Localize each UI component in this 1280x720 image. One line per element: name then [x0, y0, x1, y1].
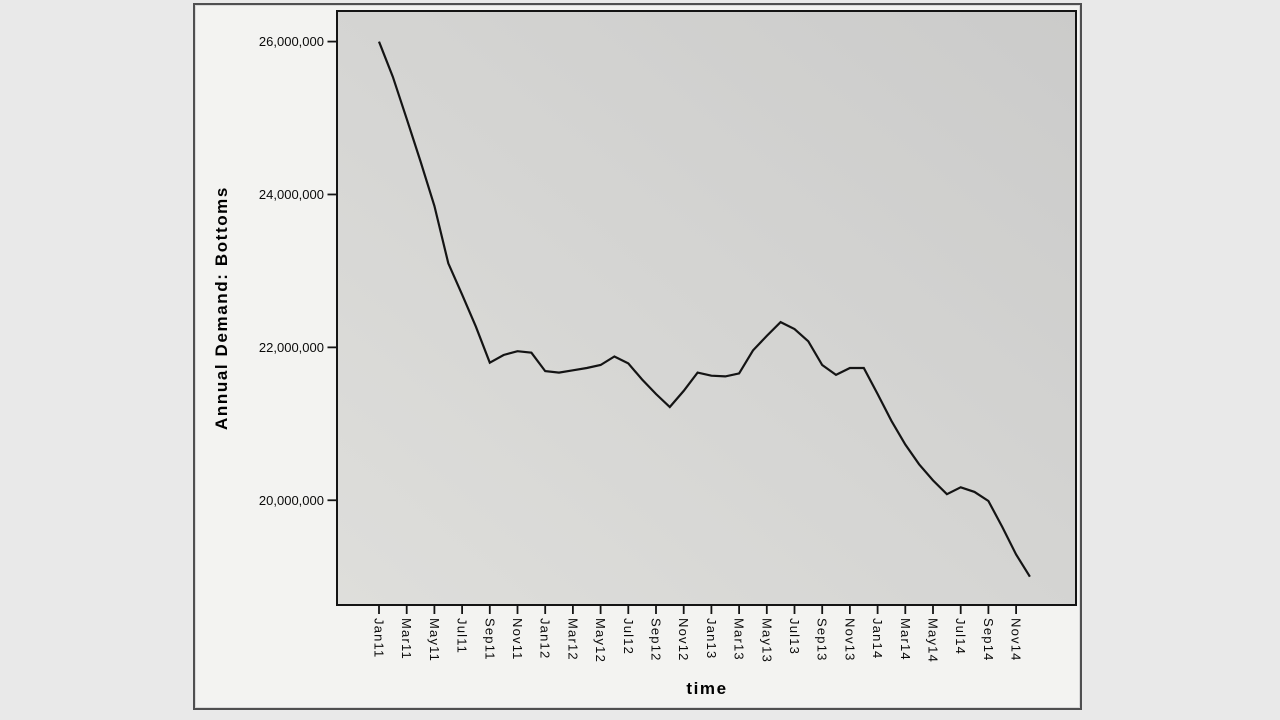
x-tick-label: Sep12 — [649, 618, 664, 662]
x-tick-label: Jul14 — [953, 618, 968, 655]
x-axis-title: time — [686, 679, 727, 698]
x-tick-label: Sep14 — [981, 618, 996, 662]
y-axis-ticks: 26,000,000 24,000,000 22,000,000 20,000,000 — [259, 34, 337, 508]
y-axis-title: Annual Demand: Bottoms — [212, 186, 231, 430]
x-tick-label: May13 — [759, 618, 774, 663]
x-tick-label: Mar14 — [898, 618, 913, 661]
demand-line — [377, 41, 1031, 578]
x-tick-label: Mar12 — [565, 618, 580, 661]
x-tick-label: Nov12 — [676, 618, 691, 662]
demand-line-chart: 26,000,000 24,000,000 22,000,000 20,000,000… — [212, 10, 1077, 698]
x-tick-label: Nov13 — [842, 618, 857, 662]
x-tick-label: Jul11 — [455, 618, 470, 654]
x-tick-label: Jan13 — [704, 618, 719, 659]
x-tick-label: Mar13 — [732, 618, 747, 661]
x-tick-label: Nov14 — [1009, 618, 1024, 662]
x-tick-label: May12 — [593, 618, 608, 663]
x-tick-label: Sep13 — [815, 618, 830, 662]
x-tick-label: Sep11 — [482, 618, 497, 661]
x-tick-label: Mar11 — [399, 618, 414, 660]
y-tick-label: 26,000,000 — [259, 34, 324, 49]
x-tick-label: May14 — [926, 618, 941, 663]
plot-area — [336, 10, 1077, 606]
x-axis-ticks: Jan11 Mar11 May11 Jul11 Sep11 Nov11 Jan12 Mar12… — [372, 605, 1024, 663]
y-tick-label: 24,000,000 — [259, 187, 324, 202]
x-tick-label: Nov11 — [510, 618, 525, 661]
x-tick-label: Jan11 — [372, 618, 387, 658]
y-tick-label: 20,000,000 — [259, 493, 324, 508]
x-tick-label: Jul13 — [787, 618, 802, 655]
x-tick-label: Jan14 — [870, 618, 885, 659]
x-tick-label: May11 — [427, 618, 442, 662]
x-tick-label: Jul12 — [621, 618, 636, 655]
x-tick-label: Jan12 — [538, 618, 553, 659]
y-tick-label: 22,000,000 — [259, 340, 324, 355]
